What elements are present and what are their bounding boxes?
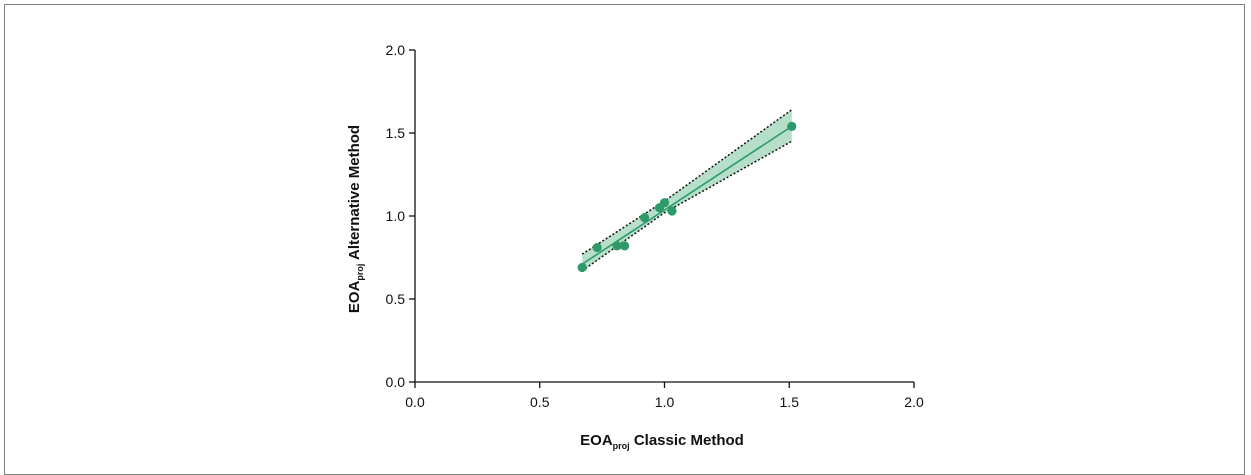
axes-layer: 0.0 0.5 1.0 1.5 2.0 0.0 0.5 1.0 1.5 2.0 bbox=[386, 42, 924, 410]
data-point-3 bbox=[612, 241, 622, 251]
data-point-5 bbox=[639, 213, 650, 223]
y-tick-label-3: 1.5 bbox=[386, 125, 406, 141]
y-tick-label-4: 2.0 bbox=[386, 42, 406, 58]
data-point-1 bbox=[577, 262, 587, 273]
x-tick-label-0: 0.0 bbox=[405, 394, 425, 410]
confidence-band-upper bbox=[581, 109, 793, 255]
x-tick-label-1: 0.5 bbox=[530, 394, 550, 410]
y-axis-title-rest: Alternative Method bbox=[346, 125, 363, 264]
y-tick-label-2: 1.0 bbox=[386, 208, 406, 224]
data-points-layer bbox=[577, 121, 797, 273]
y-axis-title-subscript: proj bbox=[355, 264, 365, 281]
x-tick-label-2: 1.0 bbox=[655, 394, 675, 410]
x-axis-title: EOAproj Classic Method bbox=[580, 432, 744, 451]
data-point-7 bbox=[659, 198, 670, 208]
x-axis-title-rest: Classic Method bbox=[630, 432, 744, 449]
regression-line bbox=[581, 125, 793, 265]
data-point-8 bbox=[667, 206, 677, 216]
confidence-band-lower bbox=[581, 140, 793, 272]
y-tick-label-1: 0.5 bbox=[386, 291, 406, 307]
data-point-2 bbox=[592, 242, 602, 253]
data-point-4 bbox=[619, 241, 630, 251]
regression-line-layer bbox=[581, 125, 793, 265]
y-tick-label-0: 0.0 bbox=[386, 374, 406, 390]
x-tick-label-3: 1.5 bbox=[780, 394, 800, 410]
x-axis-title-subscript: proj bbox=[613, 441, 630, 451]
data-point-9 bbox=[787, 121, 797, 131]
x-axis-title-main: EOA bbox=[580, 432, 613, 449]
y-axis-title: EOAproj Alternative Method bbox=[346, 125, 365, 313]
y-axis-title-main: EOA bbox=[346, 280, 363, 313]
x-tick-label-4: 2.0 bbox=[904, 394, 924, 410]
